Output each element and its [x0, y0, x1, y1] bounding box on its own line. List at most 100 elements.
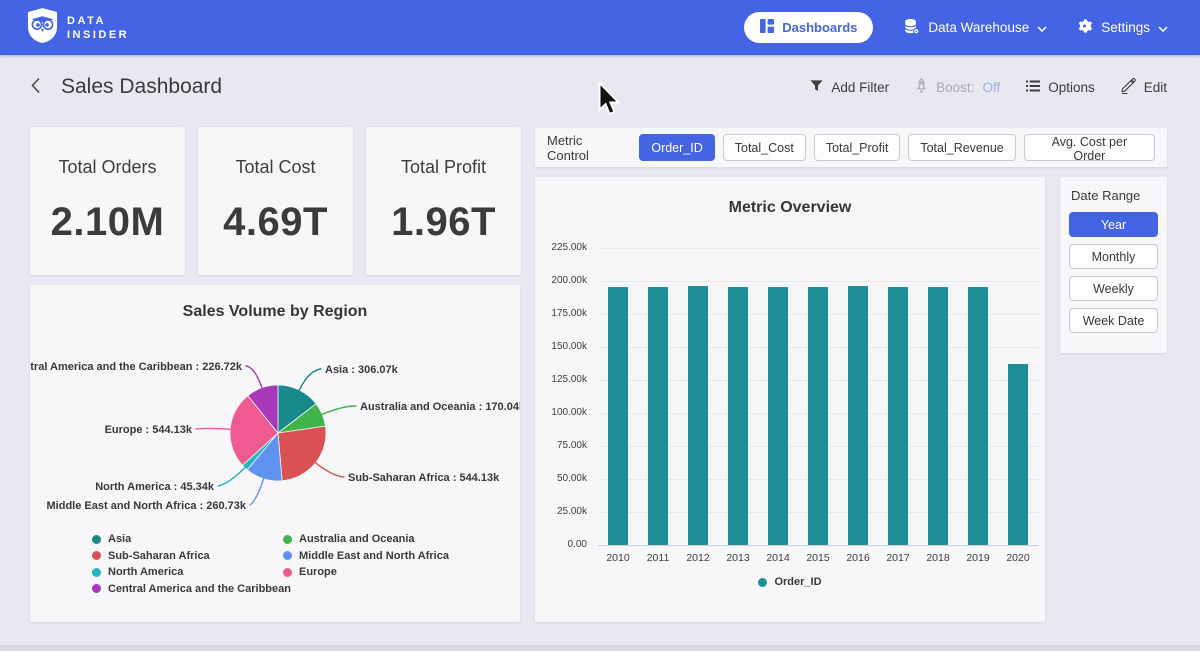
legend-item-north-america[interactable]: North America	[92, 566, 291, 578]
pencil-icon	[1121, 78, 1136, 97]
x-axis-tick: 2013	[718, 552, 758, 564]
y-axis-tick: 225.00k	[535, 242, 587, 253]
date-range-buttons: Year Monthly Weekly Week Date	[1069, 212, 1158, 333]
y-axis-tick: 75.00k	[535, 440, 587, 451]
pie-callout-line	[250, 478, 264, 505]
date-range-option-monthly[interactable]: Monthly	[1069, 244, 1158, 269]
rocket-icon	[915, 78, 928, 96]
metric-option-total-revenue[interactable]: Total_Revenue	[908, 134, 1015, 161]
pie-slice-sub-saharan-africa[interactable]	[278, 426, 326, 481]
kpi-label: Total Profit	[401, 157, 486, 178]
legend-label: Central America and the Caribbean	[108, 583, 291, 595]
date-range-option-year[interactable]: Year	[1069, 212, 1158, 237]
dashboards-button[interactable]: Dashboards	[744, 12, 873, 43]
date-range-label: Date Range	[1069, 188, 1158, 203]
add-filter-button[interactable]: Add Filter	[810, 80, 889, 95]
pie-label-north-america: North America : 45.34k	[95, 481, 215, 493]
bar-2020[interactable]	[1008, 364, 1028, 545]
bar-2015[interactable]	[808, 287, 828, 545]
x-axis-tick: 2014	[758, 552, 798, 564]
metric-control-label: Metric Control	[547, 133, 627, 163]
x-axis-tick: 2017	[878, 552, 918, 564]
pie-label-sub-saharan-africa: Sub-Saharan Africa : 544.13k	[348, 472, 500, 484]
legend-item-middle-east-and-north-africa[interactable]: Middle East and North Africa	[283, 550, 449, 562]
chevron-down-icon	[1037, 20, 1047, 35]
x-axis-tick: 2010	[598, 552, 638, 564]
x-axis-tick: 2012	[678, 552, 718, 564]
legend-dot	[92, 568, 101, 577]
data-warehouse-menu[interactable]: Data Warehouse	[903, 18, 1047, 38]
page-header: Sales Dashboard Add Filter Boost: Off	[0, 55, 1200, 119]
pie-callout-line	[246, 366, 262, 389]
pie-label-asia: Asia : 306.07k	[325, 364, 399, 376]
legend-label: Order_ID	[774, 576, 821, 588]
kpi-card-total-cost: Total Cost 4.69T	[198, 127, 353, 275]
sales-volume-chart: Sales Volume by Region Asia : 306.07kAus…	[30, 285, 520, 622]
brand-line2: INSIDER	[67, 28, 129, 42]
legend-label: Asia	[108, 533, 131, 545]
dashboards-label: Dashboards	[782, 20, 857, 35]
pie-label-europe: Europe : 544.13k	[105, 424, 193, 436]
back-button[interactable]	[27, 73, 45, 101]
legend-item-asia[interactable]: Asia	[92, 533, 291, 545]
bar-2018[interactable]	[928, 287, 948, 545]
legend-item-sub-saharan-africa[interactable]: Sub-Saharan Africa	[92, 550, 291, 562]
metric-overview-chart: Metric Overview 225.00k200.00k175.00k150…	[535, 177, 1045, 622]
legend-dot	[283, 568, 292, 577]
bar-2010[interactable]	[608, 287, 628, 545]
bar-2014[interactable]	[768, 287, 788, 545]
funnel-icon	[810, 80, 823, 95]
pie-label-australia-and-oceania: Australia and Oceania : 170.04k	[360, 401, 520, 413]
x-axis-tick: 2019	[958, 552, 998, 564]
x-axis-tick: 2011	[638, 552, 678, 564]
metric-option-total-cost[interactable]: Total_Cost	[723, 134, 806, 161]
date-range-option-weekly[interactable]: Weekly	[1069, 276, 1158, 301]
bar-2011[interactable]	[648, 287, 668, 545]
y-axis-tick: 200.00k	[535, 275, 587, 286]
legend-dot	[92, 584, 101, 593]
pie-callout-line	[196, 428, 231, 429]
metric-control-bar: Metric Control Order_ID Total_Cost Total_P…	[535, 128, 1167, 167]
chevron-down-icon	[1158, 20, 1168, 35]
brand-name: DATA INSIDER	[67, 14, 129, 42]
y-axis-tick: 100.00k	[535, 407, 587, 418]
legend-dot	[92, 535, 101, 544]
metric-option-order-id[interactable]: Order_ID	[639, 134, 714, 161]
page-title: Sales Dashboard	[61, 75, 222, 99]
x-axis-tick: 2020	[998, 552, 1038, 564]
date-range-option-week-date[interactable]: Week Date	[1069, 308, 1158, 333]
metric-option-total-profit[interactable]: Total_Profit	[814, 134, 901, 161]
brand-line1: DATA	[67, 14, 129, 28]
bar-2019[interactable]	[968, 287, 988, 545]
kpi-value: 1.96T	[391, 200, 496, 245]
bar-2013[interactable]	[728, 287, 748, 545]
bar-2017[interactable]	[888, 287, 908, 545]
top-nav: DATA INSIDER Dashboards	[0, 0, 1200, 55]
kpi-card-total-orders: Total Orders 2.10M	[30, 127, 185, 275]
pie-label-central-america-and-the-caribbean: Central America and the Caribbean : 226.…	[30, 361, 243, 373]
edit-button[interactable]: Edit	[1121, 78, 1167, 97]
y-axis-tick: 25.00k	[535, 506, 587, 517]
settings-menu[interactable]: Settings	[1077, 18, 1168, 37]
options-button[interactable]: Options	[1026, 80, 1095, 95]
bar-2012[interactable]	[688, 286, 708, 545]
legend-item-australia-and-oceania[interactable]: Australia and Oceania	[283, 533, 449, 545]
bar-2016[interactable]	[848, 286, 868, 545]
gear-icon	[1077, 18, 1093, 37]
legend-label: Australia and Oceania	[299, 533, 415, 545]
brand: DATA INSIDER	[27, 7, 129, 49]
options-label: Options	[1048, 80, 1095, 95]
pie-callout-line	[218, 467, 246, 486]
legend-label: Europe	[299, 566, 337, 578]
legend-item-order-id[interactable]: Order_ID	[758, 576, 821, 588]
bar-chart-plot	[598, 248, 1038, 545]
legend-item-europe[interactable]: Europe	[283, 566, 449, 578]
kpi-label: Total Orders	[58, 157, 156, 178]
metric-option-avg-cost-per-order[interactable]: Avg. Cost per Order	[1024, 134, 1155, 161]
boost-toggle[interactable]: Boost: Off	[915, 78, 1000, 96]
legend-item-central-america-and-the-caribbean[interactable]: Central America and the Caribbean	[92, 583, 291, 595]
bottom-strip	[0, 645, 1200, 651]
kpi-value: 2.10M	[51, 200, 165, 245]
boost-label: Boost:	[936, 80, 974, 95]
legend-dot	[283, 535, 292, 544]
